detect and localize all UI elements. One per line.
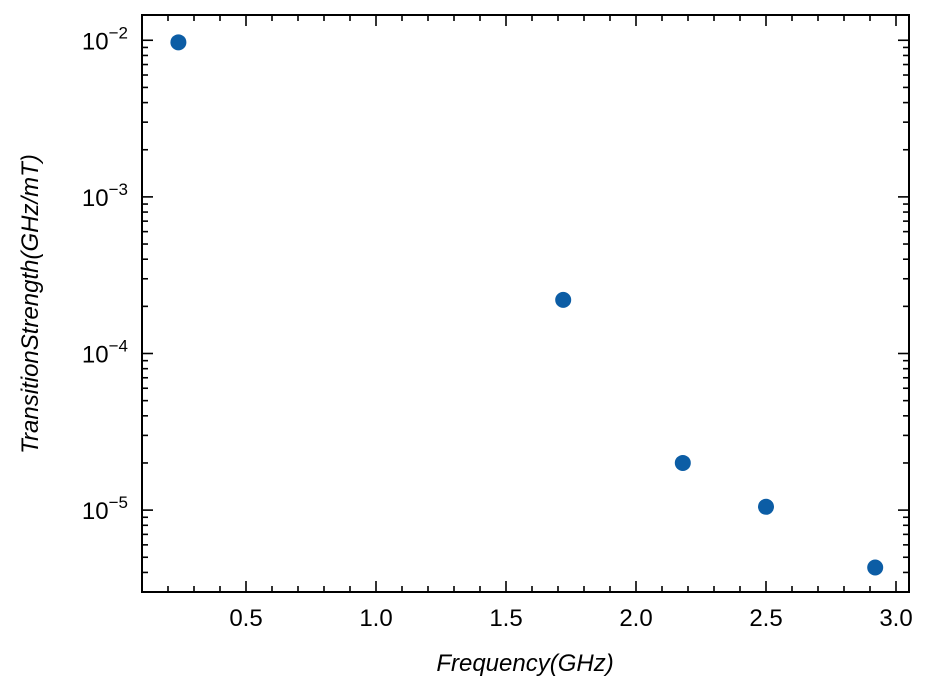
x-tick-label: 1.5	[489, 605, 522, 632]
plot-frame	[141, 14, 910, 593]
data-point	[555, 291, 572, 308]
x-tick-label: 2.5	[749, 605, 782, 632]
y-axis-label: TransitionStrength(GHz/mT)	[17, 154, 44, 454]
x-tick-label: 1.0	[359, 605, 392, 632]
data-point	[867, 559, 884, 576]
y-tick-label: 10−4	[82, 336, 128, 368]
y-tick-labels: 10−2 10−3 10−4 10−5	[82, 23, 128, 525]
x-tick-labels: 0.5 1.0 1.5 2.0 2.5 3.0	[229, 605, 912, 632]
x-tick-label: 2.0	[619, 605, 652, 632]
y-tick-label: 10−3	[82, 180, 128, 212]
data-point	[674, 454, 691, 471]
y-tick-label: 10−2	[82, 23, 128, 55]
data-point	[758, 498, 774, 515]
x-axis-label: Frequency(GHz)	[436, 650, 613, 677]
axis-ticks	[141, 15, 909, 593]
y-tick-label: 10−5	[82, 493, 128, 525]
x-tick-label: 3.0	[879, 605, 912, 632]
data-points	[170, 34, 884, 576]
data-point	[170, 34, 187, 51]
x-tick-label: 0.5	[229, 605, 262, 632]
